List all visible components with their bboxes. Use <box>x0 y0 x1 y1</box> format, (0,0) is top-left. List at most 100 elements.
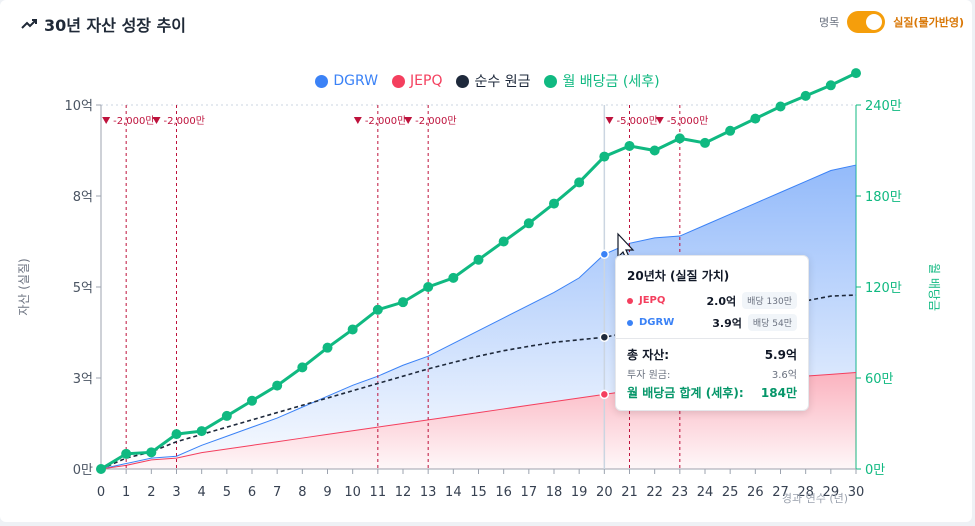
x-tick-label: 27 <box>772 485 789 500</box>
x-tick-label: 11 <box>370 485 387 500</box>
x-tick-label: 30 <box>848 485 865 500</box>
page-title: 30년 자산 성장 추이 <box>44 16 187 35</box>
legend-item-principal[interactable]: 순수 원금 <box>456 71 530 91</box>
withdrawal-marker-icon <box>152 117 161 124</box>
right-tick-label: 0만 <box>865 463 885 478</box>
tooltip-principal-value: 3.6억 <box>771 370 797 381</box>
withdrawal-marker-icon <box>353 117 362 124</box>
dividend-point <box>549 198 559 209</box>
withdrawal-marker-icon <box>605 117 614 124</box>
tooltip-dividend-label: 월 배당금 합계 (세후): <box>627 386 744 400</box>
legend-item-dgrw[interactable]: DGRW <box>315 71 378 91</box>
x-tick-label: 24 <box>697 485 714 500</box>
dgrw-line <box>100 164 857 470</box>
x-tick-label: 29 <box>823 485 840 500</box>
dividend-point <box>599 151 610 162</box>
withdrawal-event-label: -5,000만 <box>617 115 658 127</box>
withdrawal-marker-icon <box>404 117 413 124</box>
x-tick-label: 10 <box>344 485 361 500</box>
tooltip-dividend-dgrw: 배당 54만 <box>747 314 797 331</box>
dividend-point <box>750 113 761 124</box>
real-value-toggle[interactable] <box>847 11 886 33</box>
tooltip-total-value: 5.9억 <box>764 348 797 362</box>
dividend-point <box>674 133 685 144</box>
dividend-point <box>96 464 106 474</box>
x-tick-label: 15 <box>470 485 487 500</box>
legend-item-jepq[interactable]: JEPQ <box>392 71 442 91</box>
hover-point-jepq <box>599 389 610 400</box>
chart-header: 30년 자산 성장 추이 <box>20 12 186 36</box>
dividend-point <box>121 448 132 459</box>
dividend-point <box>473 254 484 265</box>
dividend-point <box>398 297 408 308</box>
dividend-point <box>247 395 257 406</box>
tooltip-name-dgrw: DGRW <box>639 317 675 328</box>
left-tick-label: 0만 <box>73 463 93 478</box>
tooltip-dividend-value: 184만 <box>760 386 797 400</box>
x-tick-label: 9 <box>323 485 331 500</box>
x-tick-label: 7 <box>273 485 281 500</box>
dividend-point <box>423 282 434 292</box>
legend-label-principal: 순수 원금 <box>474 74 531 90</box>
tooltip-title: 20년차 (실질 가치) <box>627 269 730 283</box>
dividend-point <box>221 410 232 421</box>
x-tick-label: 4 <box>198 485 206 500</box>
tooltip-row-dgrw: DGRW 3.9억 배당 54만 <box>627 314 797 331</box>
x-tick-label: 16 <box>495 485 512 500</box>
x-tick-label: 22 <box>646 485 663 500</box>
x-tick-label: 25 <box>722 485 739 500</box>
dgrw-area <box>101 165 856 469</box>
x-tick-label: 6 <box>248 485 256 500</box>
dividend-point <box>825 80 836 91</box>
withdrawal-event-label: -2,000만 <box>113 115 154 127</box>
dividend-point <box>272 380 283 391</box>
dividend-point <box>171 429 182 440</box>
x-tick-label: 5 <box>223 485 231 500</box>
x-tick-label: 28 <box>797 485 814 500</box>
dividend-point <box>498 236 509 247</box>
withdrawal-marker-icon <box>102 117 111 124</box>
tooltip-name-jepq: JEPQ <box>639 295 666 306</box>
principal-line <box>100 294 857 470</box>
legend-label-dgrw: DGRW <box>333 73 379 89</box>
legend-swatch-principal <box>456 74 470 88</box>
dividend-point <box>775 101 786 112</box>
x-tick-label: 21 <box>621 485 638 500</box>
left-tick-label: 10억 <box>64 99 93 114</box>
dividend-point <box>322 342 333 353</box>
dividend-point <box>851 68 861 79</box>
right-tick-label: 240만 <box>865 99 902 114</box>
dividend-point <box>574 177 585 188</box>
dividend-point <box>523 218 534 229</box>
chart-legend: DGRW JEPQ 순수 원금 월 배당금 (세후) <box>0 71 972 91</box>
legend-label-jepq: JEPQ <box>410 73 443 89</box>
right-tick-label: 60만 <box>865 372 894 387</box>
dividend-point <box>372 304 383 315</box>
tooltip-divider <box>616 338 808 339</box>
right-tick-label: 120만 <box>865 281 902 296</box>
dividend-point <box>800 90 811 101</box>
tooltip-principal-label: 투자 원금: <box>627 370 671 381</box>
left-tick-label: 5억 <box>73 281 93 296</box>
tooltip-principal: 투자 원금: 3.6억 <box>627 366 797 381</box>
x-tick-label: 26 <box>747 485 764 500</box>
legend-swatch-jepq <box>392 74 406 88</box>
dividend-point <box>146 447 157 458</box>
x-tick-label: 12 <box>395 485 412 500</box>
x-tick-label: 0 <box>97 485 105 500</box>
x-tick-label: 13 <box>420 485 437 500</box>
dividend-point <box>297 362 308 373</box>
right-tick-label: 180만 <box>865 190 902 205</box>
left-tick-label: 3억 <box>73 372 93 387</box>
legend-item-dividend[interactable]: 월 배당금 (세후) <box>544 71 660 91</box>
legend-label-dividend: 월 배당금 (세후) <box>562 74 660 90</box>
dividend-point <box>624 140 635 151</box>
hover-tooltip: 20년차 (실질 가치) JEPQ 2.0억 배당 130만 DGRW 3.9억… <box>615 255 809 411</box>
dividend-point <box>725 125 736 136</box>
x-axis-title: 경과 연수 (년) <box>782 492 848 505</box>
x-tick-label: 1 <box>122 485 130 500</box>
right-axis-title: 월 배당금 <box>927 263 941 311</box>
tooltip-dot-jepq <box>627 297 633 304</box>
left-axis-title: 자산 (실질) <box>17 258 31 315</box>
